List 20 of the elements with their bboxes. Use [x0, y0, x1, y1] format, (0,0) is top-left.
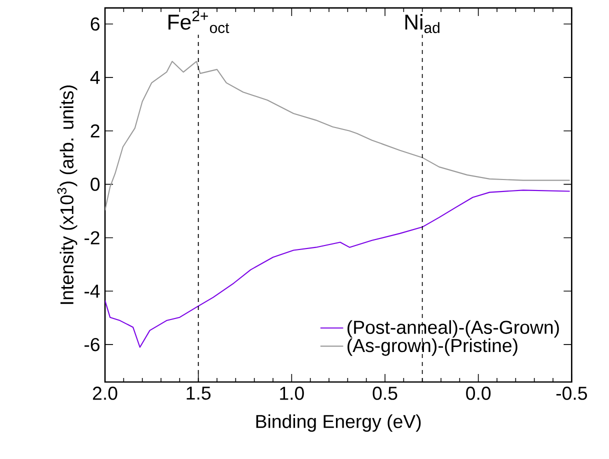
x-axis-title: Binding Energy (eV) — [256, 414, 421, 432]
ref-line-label: Fe$^{2+}$oct — [168, 10, 230, 34]
y-tick-label: -4 — [84, 284, 100, 298]
y-tick-label: 4 — [90, 71, 100, 84]
x-tick-label: 1.0 — [280, 386, 304, 400]
line-series — [105, 60, 570, 211]
x-tick-label: 0.5 — [372, 386, 398, 400]
y-tick-label: 2 — [90, 124, 100, 138]
y-axis-title: Intensity (x10$^{3}$) (arb. units) — [57, 86, 78, 304]
y-tick-label: -2 — [84, 231, 100, 244]
x-tick-label: -0.5 — [556, 386, 587, 400]
y-tick-label: 0 — [90, 178, 100, 191]
legend-label: (Post-anneal)-(As-Grown) — [348, 320, 559, 338]
x-tick-label: 0.0 — [466, 386, 491, 400]
y-tick-label: 6 — [90, 17, 100, 31]
x-tick-label: 2.0 — [92, 386, 118, 400]
x-tick-label: 1.5 — [186, 386, 211, 400]
legend-label: (As-grown)-(Pristine) — [348, 338, 518, 356]
y-tick-label: -6 — [84, 338, 100, 352]
ref-line-label: Ni$_{ad}$ — [405, 14, 440, 34]
